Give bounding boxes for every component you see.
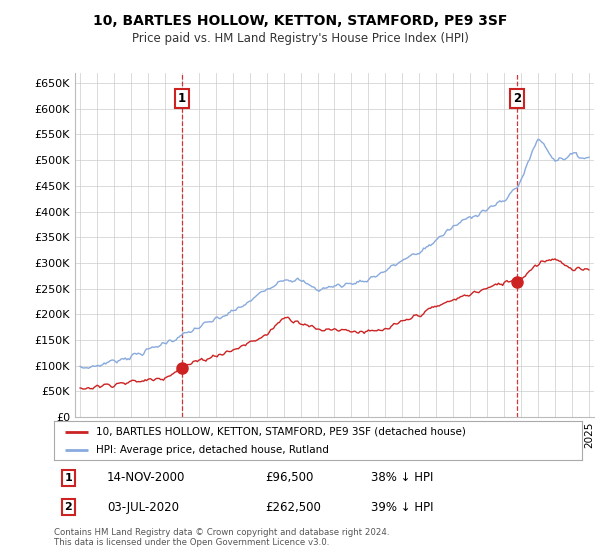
Text: 2: 2: [65, 502, 73, 512]
Text: 1: 1: [65, 473, 73, 483]
Text: 03-JUL-2020: 03-JUL-2020: [107, 501, 179, 514]
Text: 39% ↓ HPI: 39% ↓ HPI: [371, 501, 433, 514]
Text: £96,500: £96,500: [265, 471, 314, 484]
Text: Contains HM Land Registry data © Crown copyright and database right 2024.
This d: Contains HM Land Registry data © Crown c…: [54, 528, 389, 547]
Text: 10, BARTLES HOLLOW, KETTON, STAMFORD, PE9 3SF (detached house): 10, BARTLES HOLLOW, KETTON, STAMFORD, PE…: [96, 427, 466, 437]
Text: 10, BARTLES HOLLOW, KETTON, STAMFORD, PE9 3SF: 10, BARTLES HOLLOW, KETTON, STAMFORD, PE…: [93, 14, 507, 28]
Text: 1: 1: [178, 92, 186, 105]
Text: 14-NOV-2000: 14-NOV-2000: [107, 471, 185, 484]
Text: HPI: Average price, detached house, Rutland: HPI: Average price, detached house, Rutl…: [96, 445, 329, 455]
Text: £262,500: £262,500: [265, 501, 321, 514]
Text: 2: 2: [513, 92, 521, 105]
Text: Price paid vs. HM Land Registry's House Price Index (HPI): Price paid vs. HM Land Registry's House …: [131, 32, 469, 45]
Text: 38% ↓ HPI: 38% ↓ HPI: [371, 471, 433, 484]
